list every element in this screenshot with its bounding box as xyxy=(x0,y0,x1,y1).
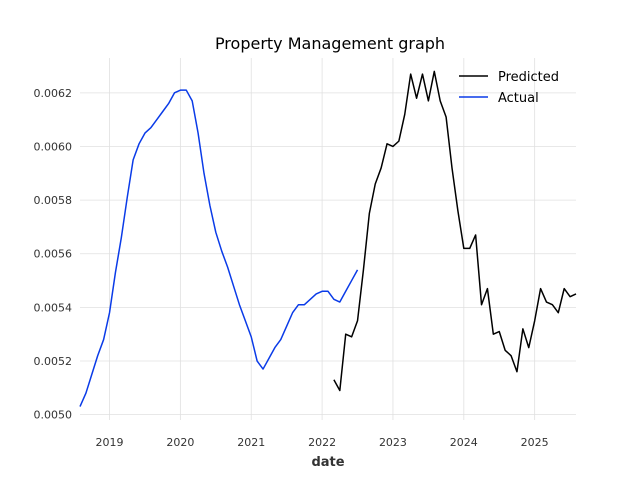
series-lines xyxy=(79,70,577,407)
y-axis-ticks: 0.0050 0.0052 0.0054 0.0056 0.0058 0.0060 0.00… xyxy=(34,87,73,422)
x-tick-label: 2020 xyxy=(166,436,194,449)
x-tick-label: 2023 xyxy=(379,436,407,449)
chart-title: Property Management graph xyxy=(215,34,445,53)
y-tick-label: 0.0050 xyxy=(34,409,73,422)
series-line-predicted xyxy=(333,70,577,392)
y-tick-label: 0.0056 xyxy=(34,248,73,261)
x-axis-label: date xyxy=(311,455,344,470)
x-tick-label: 2021 xyxy=(237,436,265,449)
x-tick-label: 2022 xyxy=(308,436,336,449)
y-tick-label: 0.0052 xyxy=(34,355,73,368)
x-tick-label: 2019 xyxy=(96,436,124,449)
legend: Predicted Actual xyxy=(459,70,559,106)
series-line-actual xyxy=(79,89,359,407)
gridlines xyxy=(80,58,576,420)
y-tick-label: 0.0062 xyxy=(34,87,73,100)
legend-label-actual: Actual xyxy=(498,91,539,106)
x-tick-label: 2025 xyxy=(521,436,549,449)
x-axis-ticks: 2019 2020 2021 2022 2023 2024 2025 xyxy=(96,436,549,449)
legend-label-predicted: Predicted xyxy=(498,70,559,85)
y-tick-label: 0.0058 xyxy=(34,194,73,207)
y-tick-label: 0.0054 xyxy=(34,301,73,314)
x-tick-label: 2024 xyxy=(450,436,478,449)
y-tick-label: 0.0060 xyxy=(34,140,73,153)
